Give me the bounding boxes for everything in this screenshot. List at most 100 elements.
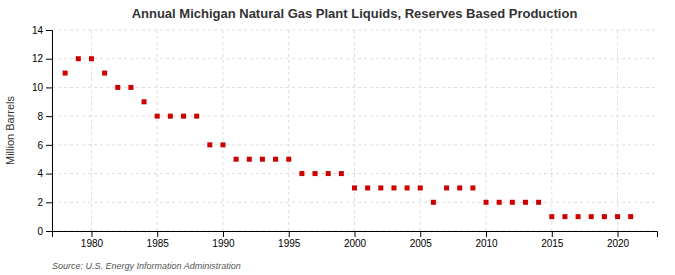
- x-tick-mark: [420, 231, 421, 237]
- grid-line-y: [52, 144, 657, 145]
- x-axis: 1980 1985 1990 1995 2000 2005 2010 2015 2020: [53, 231, 658, 249]
- x-tick-label: 2010: [475, 238, 498, 249]
- x-tick-label: 1985: [147, 238, 170, 249]
- chart-container: 1980 1985 1990 1995 2000 2005 2010 2015 2020 0 2 4 6…: [0, 0, 675, 275]
- y-tick: 2: [37, 197, 52, 208]
- y-tick-mark: [46, 231, 52, 232]
- x-tick-label: 2015: [541, 238, 564, 249]
- point: [260, 157, 265, 162]
- point: [378, 185, 383, 190]
- point: [405, 185, 410, 190]
- y-tick-mark: [46, 202, 52, 203]
- y-tick-mark: [46, 116, 52, 117]
- point: [615, 214, 620, 219]
- y-axis-line: [46, 31, 53, 232]
- x-tick-label: 1980: [81, 238, 104, 249]
- point: [497, 200, 502, 205]
- x-tick-mark: [91, 231, 92, 237]
- grid-line-x: [157, 30, 158, 231]
- annotation: Source: U.S. Energy Information Administ…: [52, 261, 241, 271]
- point: [431, 200, 436, 205]
- y-tick-label: 10: [32, 82, 44, 93]
- y-axis-label: Million Barrels: [4, 95, 16, 165]
- point: [602, 214, 607, 219]
- point: [562, 214, 567, 219]
- point: [391, 185, 396, 190]
- x-tick-mark: [355, 231, 356, 237]
- x-tick-label: 1995: [278, 238, 301, 249]
- point: [168, 114, 173, 119]
- point: [536, 200, 541, 205]
- point: [628, 214, 633, 219]
- y-tick: 12: [32, 53, 52, 64]
- grid-line-y: [52, 173, 657, 174]
- point: [576, 214, 581, 219]
- y-tick-label: 0: [37, 226, 43, 237]
- point: [589, 214, 594, 219]
- x-tick-mark: [289, 231, 290, 237]
- x-tick-label: 2020: [607, 238, 630, 249]
- x-tick: 2005: [410, 231, 433, 249]
- x-tick: 2000: [344, 231, 367, 249]
- grid-line-y: [52, 116, 657, 117]
- y-tick-mark: [46, 145, 52, 146]
- point: [155, 114, 160, 119]
- point: [89, 56, 94, 61]
- y-tick-mark: [46, 59, 52, 60]
- x-tick: 1980: [81, 231, 104, 249]
- y-tick-label: 4: [37, 168, 43, 179]
- x-tick: 2020: [607, 231, 630, 249]
- y-tick-label: 14: [32, 25, 44, 36]
- grid-line-x: [617, 30, 618, 231]
- point: [365, 185, 370, 190]
- title: Annual Michigan Natural Gas Plant Liquid…: [132, 6, 578, 21]
- point: [220, 142, 225, 147]
- grid-line-y: [52, 87, 657, 88]
- y-tick-mark: [46, 87, 52, 88]
- point: [313, 171, 318, 176]
- point: [76, 56, 81, 61]
- plot: 1980 1985 1990 1995 2000 2005 2010 2015 2020 0 2 4 6…: [32, 25, 658, 249]
- y-tick-label: 2: [37, 197, 43, 208]
- point: [549, 214, 554, 219]
- point: [247, 157, 252, 162]
- x-tick-mark: [618, 231, 619, 237]
- y-tick-label: 12: [32, 53, 44, 64]
- y-tick: 14: [32, 25, 52, 36]
- x-tick: 1985: [147, 231, 170, 249]
- x-tick-mark: [552, 231, 553, 237]
- y-tick-mark: [46, 174, 52, 175]
- grid-line-y: [52, 202, 657, 203]
- y-tick: 6: [37, 140, 52, 151]
- point: [523, 200, 528, 205]
- point: [444, 185, 449, 190]
- y-tick: 10: [32, 82, 52, 93]
- grid: [52, 30, 657, 231]
- point: [234, 157, 239, 162]
- y-tick: 8: [37, 111, 52, 122]
- point: [286, 157, 291, 162]
- x-tick: 1990: [212, 231, 235, 249]
- x-tick-label: 2000: [344, 238, 367, 249]
- point: [142, 99, 147, 104]
- x-tick: 2010: [475, 231, 498, 249]
- point: [102, 71, 107, 76]
- point: [510, 200, 515, 205]
- x-tick: 2015: [541, 231, 564, 249]
- point: [418, 185, 423, 190]
- point: [207, 142, 212, 147]
- x-tick-label: 2005: [410, 238, 433, 249]
- point: [63, 71, 68, 76]
- x-tick-mark: [157, 231, 158, 237]
- y-tick: 0: [37, 226, 52, 237]
- point: [128, 85, 133, 90]
- points: [63, 56, 634, 219]
- x-tick-label: 1990: [212, 238, 235, 249]
- grid-line-x: [288, 30, 289, 231]
- grid-line-x: [420, 30, 421, 231]
- y-tick-mark: [46, 30, 52, 31]
- x-tick-mark: [223, 231, 224, 237]
- y-tick: 4: [37, 168, 52, 179]
- grid-line-x: [222, 30, 223, 231]
- point: [339, 171, 344, 176]
